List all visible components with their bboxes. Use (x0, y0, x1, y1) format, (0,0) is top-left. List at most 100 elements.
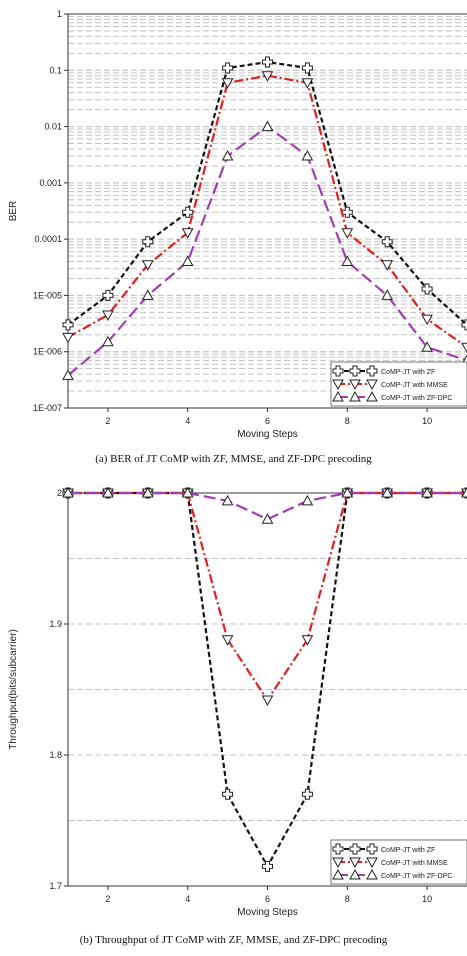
data-point (301, 62, 313, 74)
legend-marker (332, 857, 344, 869)
data-point (461, 319, 467, 331)
data-point (381, 289, 394, 300)
x-tick-label: 8 (345, 416, 350, 426)
data-point (301, 494, 314, 506)
data-point (221, 78, 234, 89)
series-group (62, 486, 467, 524)
x-axis-title: Moving Steps (237, 429, 298, 440)
x-tick-label: 4 (185, 894, 190, 904)
x-tick-label: 6 (265, 894, 270, 904)
data-point (341, 228, 354, 239)
series-line (67, 60, 467, 326)
legend-marker (366, 843, 378, 855)
data-point (181, 228, 194, 239)
legend-marker (349, 365, 361, 377)
data-point (301, 78, 314, 89)
series-line (68, 491, 467, 869)
y-tick-label: 0.0001 (34, 234, 62, 244)
data-point (141, 289, 154, 300)
data-point (381, 486, 394, 498)
data-point (182, 206, 194, 218)
legend-label: CoMP-JT with ZF (381, 369, 435, 376)
legend-marker (332, 365, 344, 377)
legend-marker (366, 868, 378, 880)
data-point (421, 486, 433, 498)
data-point (221, 635, 234, 646)
data-point (181, 486, 194, 498)
series-line (67, 74, 467, 349)
legend: CoMP-JT with ZF CoMP-JT with MMSE CoMP-JT … (330, 839, 467, 885)
data-point (261, 695, 274, 707)
data-point (461, 342, 467, 354)
legend-label: CoMP-JT with ZF (381, 847, 435, 854)
series-line (67, 125, 467, 377)
series-group (62, 487, 467, 872)
data-point (301, 635, 314, 646)
y-tick-label: 1E-007 (33, 403, 62, 413)
data-point (222, 62, 234, 74)
data-point (262, 860, 273, 872)
data-point (141, 486, 154, 498)
data-point (421, 283, 433, 295)
series-line (68, 491, 467, 702)
y-axis-title: BER (8, 201, 19, 222)
data-point (142, 236, 154, 248)
legend-marker (366, 390, 378, 402)
legend-label: CoMP-JT with MMSE (381, 860, 448, 867)
legend-marker (349, 390, 361, 402)
legend-marker (332, 868, 344, 880)
series-group (62, 56, 467, 331)
data-point (301, 149, 314, 161)
x-tick-label: 4 (185, 416, 190, 426)
x-tick-label: 6 (265, 416, 270, 426)
y-tick-label: 2 (57, 488, 62, 498)
data-point (341, 486, 354, 498)
data-point (461, 486, 467, 498)
data-point (421, 341, 433, 352)
data-point (102, 310, 114, 321)
x-axis-title: Moving Steps (237, 907, 298, 918)
x-tick-label: 2 (105, 416, 110, 426)
legend-marker (332, 390, 344, 402)
legend-label: CoMP-JT with ZF-DPC (381, 873, 452, 880)
legend-marker (349, 868, 361, 880)
y-tick-label: 0.1 (49, 65, 62, 75)
data-point (261, 513, 274, 524)
y-tick-label: 1.7 (49, 881, 62, 891)
y-tick-label: 0.001 (39, 178, 62, 188)
legend: CoMP-JT with ZF CoMP-JT with MMSE CoMP-JT … (330, 361, 467, 407)
y-tick-label: 1 (57, 9, 62, 19)
legend-label: CoMP-JT with ZF-DPC (381, 395, 452, 402)
data-point (261, 120, 274, 132)
data-point (381, 236, 393, 248)
data-point (62, 486, 74, 498)
legend-marker (349, 379, 361, 391)
data-point (221, 149, 234, 161)
data-point (102, 289, 114, 301)
x-tick-label: 2 (105, 894, 110, 904)
y-tick-label: 1E-005 (33, 290, 62, 300)
grid-lines (68, 558, 467, 821)
legend-marker (366, 379, 378, 391)
throughput-caption: (b) Throughput of JT CoMP with ZF, MMSE,… (79, 934, 388, 946)
legend-marker (349, 857, 361, 869)
data-point (301, 788, 313, 800)
y-axis-title: Throughput(bits/subcarrier) (8, 629, 19, 750)
legend-marker (349, 843, 361, 855)
data-point (141, 260, 154, 271)
ber-caption: (a) BER of JT CoMP with ZF, MMSE, and ZF… (95, 453, 372, 465)
data-point (421, 314, 433, 326)
legend-marker (332, 379, 344, 391)
data-point (102, 335, 114, 347)
data-point (261, 71, 274, 82)
legend-marker (366, 857, 378, 869)
ber-chart: 1 0.1 0.01 0.001 0.0001 1E-005 1E-006 1E-007 2 4 6… (8, 9, 467, 440)
y-tick-label: 0.01 (44, 122, 62, 132)
data-point (221, 494, 234, 506)
data-point (222, 788, 234, 800)
data-point (62, 369, 74, 380)
data-point (102, 486, 114, 498)
legend-label: CoMP-JT with MMSE (381, 382, 448, 389)
throughput-chart: 2 1.9 1.8 1.7 2 4 6 8 10 Moving Steps Throughput(b… (8, 486, 467, 918)
x-tick-label: 8 (345, 894, 350, 904)
